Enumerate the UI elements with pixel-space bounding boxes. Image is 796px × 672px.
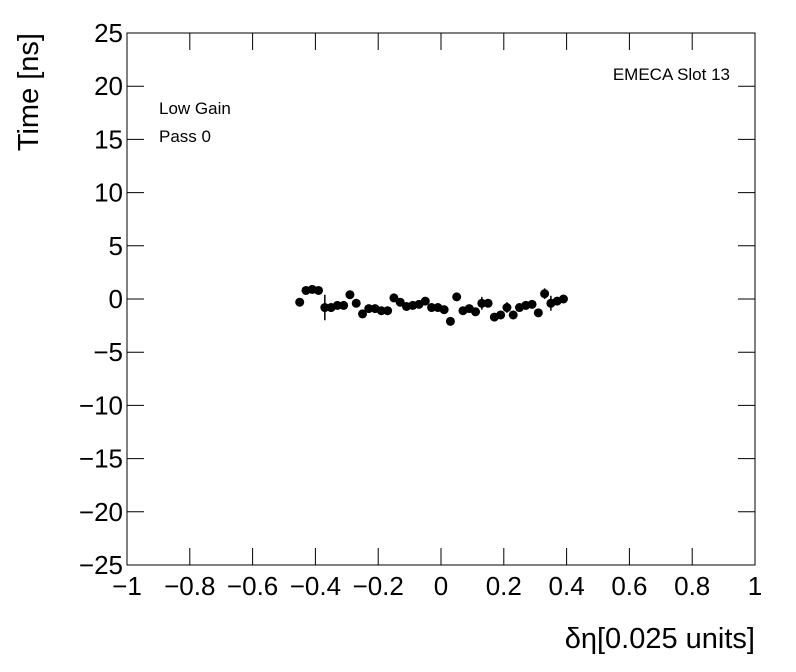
data-point xyxy=(427,303,437,313)
x-tick-label: −0.4 xyxy=(290,571,341,601)
x-tick-label: 0.2 xyxy=(486,571,522,601)
data-point xyxy=(364,304,374,314)
y-tick-label: 20 xyxy=(94,71,123,101)
data-point xyxy=(351,298,361,308)
y-axis-title: Time [ns] xyxy=(13,33,45,151)
data-point xyxy=(439,305,449,315)
data-point xyxy=(345,290,355,300)
annotation: Low Gain xyxy=(159,99,231,118)
x-axis-title: δη[0.025 units] xyxy=(565,623,755,655)
data-point xyxy=(420,296,430,306)
x-tick-label: 0 xyxy=(434,571,448,601)
y-tick-label: −20 xyxy=(79,497,123,527)
data-point xyxy=(295,297,305,307)
y-tick-label: 10 xyxy=(94,178,123,208)
data-point xyxy=(533,308,543,318)
data-point xyxy=(508,310,518,320)
data-point xyxy=(339,300,349,310)
annotation: EMECA Slot 13 xyxy=(613,65,730,84)
y-tick-label: −5 xyxy=(93,337,123,367)
y-tick-label: −10 xyxy=(79,390,123,420)
data-point xyxy=(383,306,393,316)
y-tick-label: 5 xyxy=(109,231,123,261)
data-point xyxy=(452,292,462,302)
y-tick-label: −15 xyxy=(79,444,123,474)
data-point xyxy=(471,307,481,317)
data-point xyxy=(527,299,537,309)
x-tick-label: 0.8 xyxy=(674,571,710,601)
x-tick-label: −1 xyxy=(112,571,142,601)
y-tick-label: 25 xyxy=(94,18,123,48)
data-point xyxy=(389,293,399,303)
data-point xyxy=(558,294,568,304)
x-tick-label: 0.4 xyxy=(549,571,585,601)
data-point xyxy=(540,289,550,299)
data-point xyxy=(332,300,342,310)
data-point xyxy=(314,285,324,295)
y-tick-label: −25 xyxy=(79,550,123,580)
y-tick-label: 0 xyxy=(109,284,123,314)
data-point xyxy=(358,309,367,319)
x-tick-label: 1 xyxy=(748,571,762,601)
x-tick-label: −0.2 xyxy=(353,571,404,601)
data-point xyxy=(445,316,455,326)
data-point xyxy=(496,310,506,320)
x-tick-label: −0.8 xyxy=(164,571,215,601)
data-point xyxy=(320,303,330,313)
x-tick-label: 0.6 xyxy=(611,571,647,601)
data-point xyxy=(502,303,512,313)
x-tick-label: −0.6 xyxy=(227,571,278,601)
annotation: Pass 0 xyxy=(159,127,211,146)
data-point xyxy=(395,297,405,307)
data-point xyxy=(376,306,386,316)
y-tick-label: 15 xyxy=(94,124,123,154)
data-point xyxy=(483,298,493,308)
data-point xyxy=(477,298,487,308)
